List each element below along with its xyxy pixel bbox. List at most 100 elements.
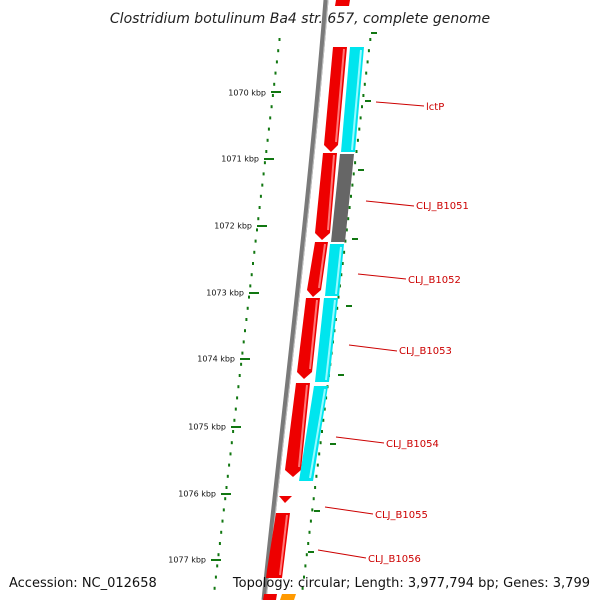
gc-dot	[244, 329, 246, 333]
leader-line	[335, 436, 385, 444]
gc-dot-tracks	[213, 32, 377, 590]
gc-dot	[305, 553, 308, 557]
gc-dot	[229, 452, 232, 456]
gc-dot	[351, 183, 354, 187]
gene-arrow-highlight	[279, 514, 288, 576]
genome-backbone-highlight	[265, 0, 329, 600]
gc-dot	[257, 217, 260, 221]
gene-leaders	[317, 101, 425, 559]
leader-line	[375, 101, 425, 107]
gc-dot	[361, 105, 363, 109]
gc-dot	[312, 497, 315, 501]
cog-segment	[280, 594, 296, 600]
gc-dot	[269, 116, 272, 120]
gc-dot	[262, 172, 265, 176]
gene-arrow-highlight	[309, 299, 318, 370]
gc-dot	[226, 474, 229, 478]
gc-dot	[350, 194, 352, 198]
kbp-label: 1070 kbp	[228, 89, 266, 98]
gene-arrow	[285, 383, 310, 477]
gc-dot	[334, 318, 337, 321]
gc-dot	[237, 385, 240, 389]
gc-dot	[218, 542, 221, 545]
gc-dot	[254, 239, 257, 243]
gc-dot	[367, 49, 370, 53]
kbp-label: 1076 kbp	[178, 490, 216, 499]
gc-dot	[228, 463, 231, 467]
gc-dot	[267, 127, 270, 131]
gc-dot	[356, 138, 359, 142]
gc-tick	[365, 100, 371, 102]
leader-line	[317, 549, 367, 559]
gc-dot	[311, 508, 314, 512]
gene-label-clj-b1056[interactable]: CLJ_B1056	[368, 554, 421, 565]
gc-dot	[261, 183, 264, 187]
gc-dot	[309, 519, 312, 523]
gc-dot	[319, 441, 322, 445]
gc-dot	[232, 430, 235, 433]
kbp-label: 1072 kbp	[214, 222, 252, 231]
gene-arrow-highlight	[327, 154, 335, 231]
gc-dot	[252, 262, 254, 265]
gc-dot	[233, 418, 236, 422]
cog-segment	[331, 154, 354, 242]
gc-dot	[224, 497, 227, 501]
kbp-label: 1077 kbp	[168, 556, 206, 565]
gene-arrow	[266, 513, 290, 578]
gene-label-clj-b1055[interactable]: CLJ_B1055	[375, 510, 428, 521]
gene-label-lctp[interactable]: lctP	[426, 102, 444, 113]
gc-dot	[273, 82, 276, 86]
gc-dot	[246, 306, 249, 310]
gc-dot	[263, 161, 266, 165]
gc-dot	[250, 273, 253, 277]
gc-dot	[236, 396, 239, 400]
gc-tick	[314, 510, 320, 512]
gene-arrow	[279, 496, 292, 503]
gene-label-clj-b1052[interactable]: CLJ_B1052	[408, 275, 461, 286]
gc-dot	[337, 295, 340, 299]
gc-dot	[343, 250, 346, 254]
gene-arrow-highlight	[335, 48, 345, 143]
gene-label-clj-b1053[interactable]: CLJ_B1053	[399, 346, 452, 357]
gc-dot	[348, 206, 351, 209]
gene-arrow-highlight	[318, 243, 326, 289]
gc-dot	[213, 586, 216, 590]
gc-dot	[363, 82, 366, 86]
gc-dot	[225, 486, 228, 489]
gc-dot	[275, 60, 278, 64]
topology-text: Topology: circular; Length: 3,977,794 bp…	[232, 576, 590, 591]
gc-dot	[321, 430, 323, 433]
gc-dot	[256, 228, 258, 232]
gc-dot	[259, 194, 262, 198]
gc-dot	[230, 441, 233, 445]
leader-line	[365, 200, 415, 207]
gc-dot	[340, 273, 343, 277]
kbp-label: 1073 kbp	[206, 289, 244, 298]
gc-dot	[362, 94, 365, 97]
gc-dot	[301, 586, 304, 590]
gc-dot	[344, 239, 347, 243]
gc-tick	[308, 551, 314, 553]
gene-label-clj-b1051[interactable]: CLJ_B1051	[416, 201, 469, 212]
gc-dot	[345, 228, 348, 232]
gc-dot	[314, 486, 317, 489]
gene-label-clj-b1054[interactable]: CLJ_B1054	[386, 439, 439, 450]
genome-backbone	[261, 0, 329, 600]
gc-dot	[365, 71, 368, 75]
gc-dot	[270, 105, 273, 109]
gc-dot	[248, 295, 250, 299]
gc-dot	[253, 250, 256, 254]
gene-arrow	[335, 0, 350, 6]
cog-highlight	[325, 299, 336, 381]
kbp-label: 1075 kbp	[188, 423, 226, 432]
gc-dot	[358, 127, 361, 131]
gc-tick	[358, 169, 364, 171]
gc-dot	[341, 262, 344, 265]
gene-arrow	[263, 594, 277, 600]
gc-dot	[238, 374, 241, 377]
kbp-scale: 1070 kbp 1071 kbp 1072 kbp 1073 kbp 1074…	[168, 89, 281, 565]
gc-tick	[338, 374, 344, 376]
gc-dot	[274, 71, 277, 75]
accession-text: Accession: NC_012658	[9, 576, 157, 591]
